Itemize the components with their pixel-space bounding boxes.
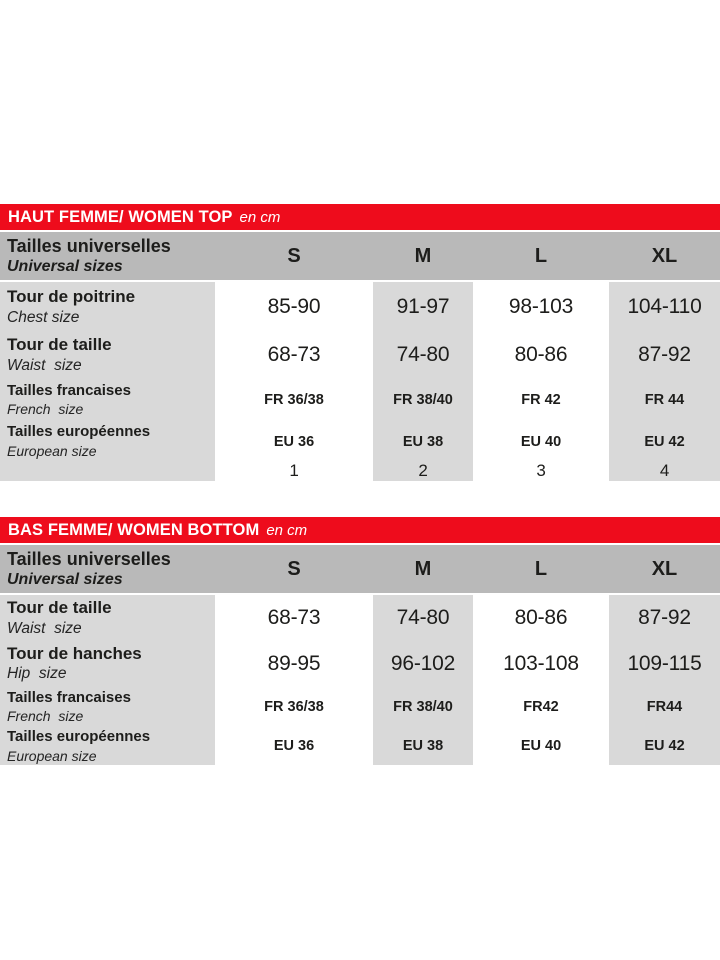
size-value-cell: 85-90: [267, 295, 321, 318]
row-label-en: Waist size: [7, 356, 82, 374]
row-label-en: European size: [7, 442, 97, 459]
size-value-cell: FR 38/40: [373, 686, 473, 728]
size-value-cell: 104-110: [609, 282, 720, 332]
size-value-cell: 68-73: [267, 606, 321, 629]
size-value-cell: 80-86: [514, 343, 568, 366]
row-label-cell: Tour de taille Waist size: [0, 595, 215, 641]
table-title: HAUT FEMME/ WOMEN TOP: [8, 207, 233, 226]
row-label-fr: Tour de hanches: [7, 643, 142, 663]
table-title-bar: BAS FEMME/ WOMEN BOTTOM en cm: [0, 517, 720, 543]
size-value-cell: FR 36/38: [264, 392, 324, 408]
unit-label: en cm: [239, 208, 281, 226]
table-body: Tour de taille Waist size 68-73 74-80 80-86 8…: [0, 595, 720, 765]
row-label-cell: [0, 461, 215, 481]
row-label-cell: Tailles francaises French size: [0, 686, 215, 728]
header-label-fr: Tailles universelles: [7, 548, 171, 569]
column-header-l: L: [534, 244, 548, 267]
row-label-fr: Tailles francaises: [7, 688, 131, 706]
size-value-cell: FR 36/38: [264, 699, 324, 715]
size-value-cell: EU 36: [273, 433, 315, 450]
size-value-cell: FR 42: [521, 392, 561, 408]
row-label-cell: Tour de taille Waist size: [0, 332, 215, 378]
header-label-cell: Tailles universelles Universal sizes: [0, 545, 215, 593]
row-label-fr: Tour de taille: [7, 598, 112, 618]
size-value-cell: 103-108: [503, 651, 579, 675]
size-value-cell: 109-115: [609, 641, 720, 686]
header-label-cell: Tailles universelles Universal sizes: [0, 232, 215, 280]
size-value-cell: 80-86: [514, 606, 568, 629]
table-body: Tour de poitrine Chest size 85-90 91-97 98-1…: [0, 282, 720, 481]
size-value-cell: 87-92: [609, 595, 720, 641]
table-row: Tailles francaises French size FR 36/38 FR …: [0, 686, 720, 728]
column-header-s: S: [287, 557, 301, 580]
table-row: Tailles européennes European size EU 36 EU …: [0, 422, 720, 461]
row-label-cell: Tailles européennes European size: [0, 422, 215, 461]
column-header-m: M: [414, 244, 432, 267]
size-value-cell: 4: [609, 461, 720, 481]
table-row: Tailles européennes European size EU 36 EU …: [0, 728, 720, 765]
size-value-cell: 3: [536, 461, 546, 480]
size-value-cell: EU 42: [609, 422, 720, 461]
row-label-en: European size: [7, 747, 97, 764]
size-value-cell: EU 36: [273, 738, 315, 755]
size-value-cell: 74-80: [373, 595, 473, 641]
size-value-cell: FR44: [609, 686, 720, 728]
size-value-cell: 96-102: [373, 641, 473, 686]
table-header-row: Tailles universelles Universal sizes S M…: [0, 545, 720, 593]
size-value-cell: FR 38/40: [373, 378, 473, 422]
table-title: BAS FEMME/ WOMEN BOTTOM: [8, 520, 260, 539]
row-label-fr: Tour de poitrine: [7, 287, 136, 307]
size-value-cell: FR 44: [609, 378, 720, 422]
size-value-cell: EU 38: [373, 422, 473, 461]
row-label-cell: Tailles européennes European size: [0, 728, 215, 765]
row-label-en: French size: [7, 401, 84, 418]
size-table-women-top: HAUT FEMME/ WOMEN TOP en cm Tailles univ…: [0, 204, 720, 481]
size-value-cell: 68-73: [267, 343, 321, 366]
size-value-cell: 1: [289, 461, 299, 480]
header-label-en: Universal sizes: [7, 571, 123, 589]
row-label-en: French size: [7, 708, 84, 725]
size-value-cell: EU 40: [520, 433, 562, 450]
row-label-en: Waist size: [7, 619, 82, 637]
size-value-cell: FR42: [523, 699, 559, 715]
table-row: Tour de taille Waist size 68-73 74-80 80-86 8…: [0, 595, 720, 641]
size-value-cell: EU 40: [520, 738, 562, 755]
row-label-en: Chest size: [7, 308, 80, 326]
column-header-xl: XL: [651, 557, 678, 580]
unit-label: en cm: [266, 521, 308, 539]
row-label-fr: Tailles francaises: [7, 381, 131, 399]
table-row: Tour de hanches Hip size 89-95 96-102 103-10…: [0, 641, 720, 686]
table-row: Tour de poitrine Chest size 85-90 91-97 98-1…: [0, 282, 720, 332]
column-header-l: L: [534, 557, 548, 580]
size-value-cell: 2: [373, 461, 473, 481]
table-row: Tailles francaises French size FR 36/38 FR …: [0, 378, 720, 422]
size-value-cell: 74-80: [373, 332, 473, 378]
row-label-cell: Tour de hanches Hip size: [0, 641, 215, 686]
column-header-xl: XL: [651, 244, 678, 267]
header-label-en: Universal sizes: [7, 258, 123, 276]
table-title-bar: HAUT FEMME/ WOMEN TOP en cm: [0, 204, 720, 230]
row-label-en: Hip size: [7, 665, 67, 683]
size-value-cell: 98-103: [508, 295, 574, 318]
column-header-s: S: [287, 244, 301, 267]
table-row: 1 2 3 4: [0, 461, 720, 481]
size-value-cell: 91-97: [373, 282, 473, 332]
row-label-fr: Tailles européennes: [7, 728, 151, 745]
size-value-cell: 87-92: [609, 332, 720, 378]
row-label-fr: Tour de taille: [7, 335, 112, 355]
size-value-cell: EU 38: [373, 728, 473, 765]
header-label-fr: Tailles universelles: [7, 235, 171, 256]
row-label-cell: Tailles francaises French size: [0, 378, 215, 422]
size-value-cell: EU 42: [609, 728, 720, 765]
table-header-row: Tailles universelles Universal sizes S M…: [0, 232, 720, 280]
table-row: Tour de taille Waist size 68-73 74-80 80-86 8…: [0, 332, 720, 378]
row-label-cell: Tour de poitrine Chest size: [0, 282, 215, 332]
size-table-women-bottom: BAS FEMME/ WOMEN BOTTOM en cm Tailles un…: [0, 517, 720, 765]
row-label-fr: Tailles européennes: [7, 423, 151, 441]
size-value-cell: 89-95: [267, 651, 321, 675]
column-header-m: M: [414, 557, 432, 580]
